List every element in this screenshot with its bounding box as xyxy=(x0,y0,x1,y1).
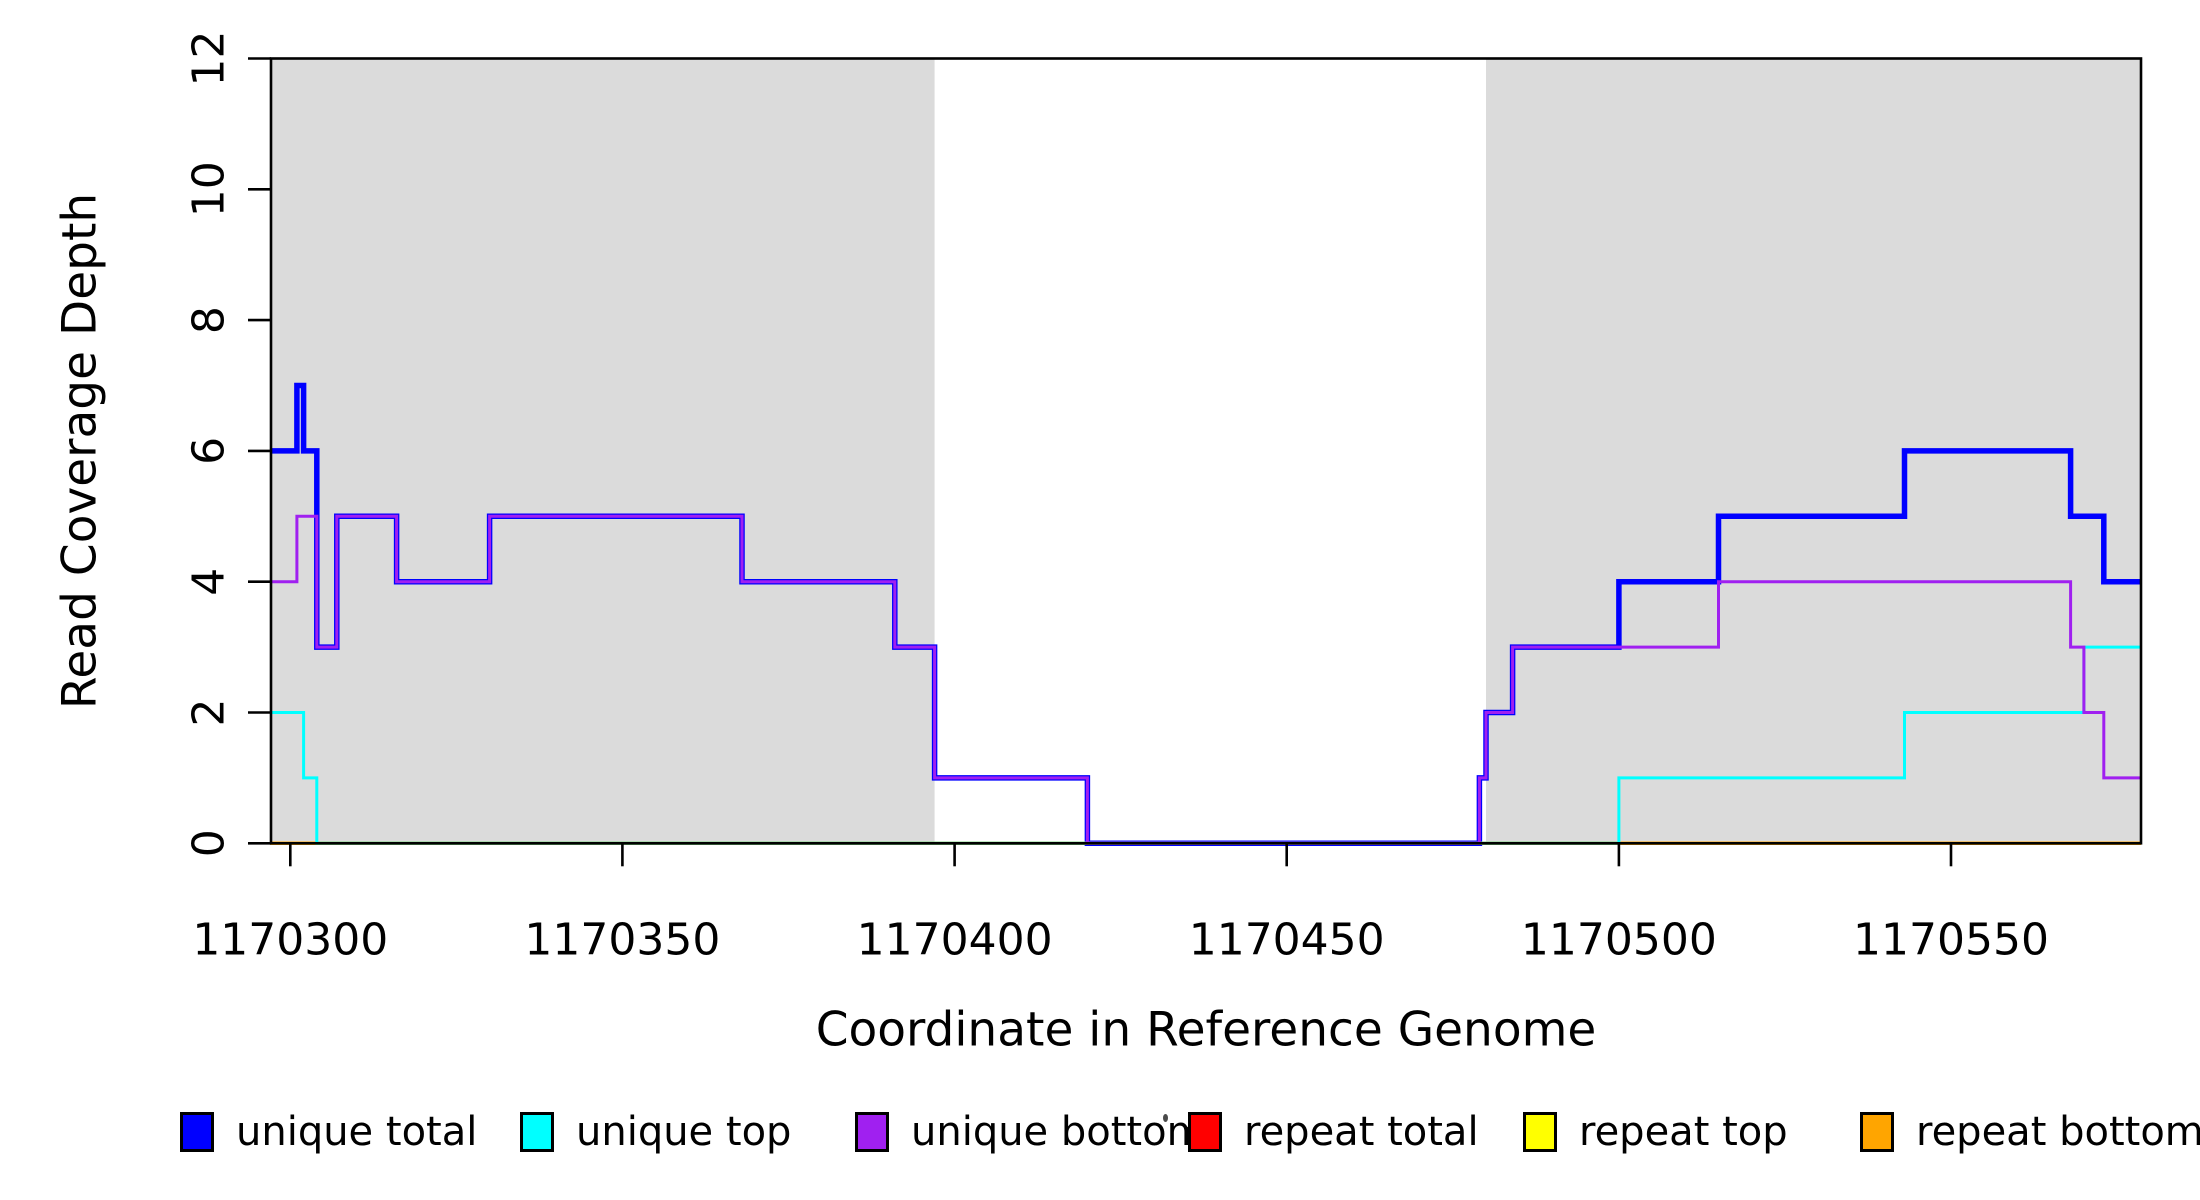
y-tick-label: 6 xyxy=(184,437,235,465)
y-axis-title: Read Coverage Depth xyxy=(52,192,108,710)
y-tick-label: 4 xyxy=(184,568,235,596)
y-tick-label: 10 xyxy=(184,161,235,217)
y-tick-label: 0 xyxy=(184,829,235,857)
x-tick-label: 1170500 xyxy=(1521,915,1717,966)
legend-label-unique-bottom: unique bottom xyxy=(911,1109,1206,1155)
legend-item-repeat-top: repeat top xyxy=(1523,1109,1788,1155)
y-tick-label: 12 xyxy=(184,31,235,87)
legend-swatch-repeat-bottom xyxy=(1860,1112,1894,1152)
stray-mark xyxy=(1163,1114,1168,1122)
x-tick-label: 1170550 xyxy=(1853,915,2049,966)
x-tick-label: 1170350 xyxy=(524,915,720,966)
legend-item-repeat-bottom: repeat bottom xyxy=(1860,1109,2200,1155)
legend-swatch-unique-total xyxy=(180,1112,214,1152)
legend-swatch-repeat-total xyxy=(1188,1112,1222,1152)
x-tick-label: 1170400 xyxy=(857,915,1053,966)
legend-label-repeat-bottom: repeat bottom xyxy=(1916,1109,2200,1155)
x-tick-label: 1170450 xyxy=(1189,915,1385,966)
legend-label-unique-top: unique top xyxy=(576,1109,792,1155)
legend-label-unique-total: unique total xyxy=(236,1109,478,1155)
x-tick-label: 1170300 xyxy=(192,915,388,966)
legend-swatch-repeat-top xyxy=(1523,1112,1557,1152)
y-tick-label: 2 xyxy=(184,699,235,727)
legend-label-repeat-total: repeat total xyxy=(1244,1109,1479,1155)
series-line-unique-bottom xyxy=(270,514,2141,845)
legend-swatch-unique-bottom xyxy=(855,1112,889,1152)
legend-swatch-unique-top xyxy=(520,1112,554,1152)
legend-item-unique-top: unique top xyxy=(520,1109,792,1155)
legend-label-repeat-top: repeat top xyxy=(1579,1109,1788,1155)
legend-item-unique-bottom: unique bottom xyxy=(855,1109,1206,1155)
legend-item-unique-total: unique total xyxy=(180,1109,478,1155)
shaded-region xyxy=(271,58,935,844)
legend-item-repeat-total: repeat total xyxy=(1188,1109,1479,1155)
x-axis-title: Coordinate in Reference Genome xyxy=(815,1002,1597,1058)
y-tick-label: 8 xyxy=(184,306,235,334)
